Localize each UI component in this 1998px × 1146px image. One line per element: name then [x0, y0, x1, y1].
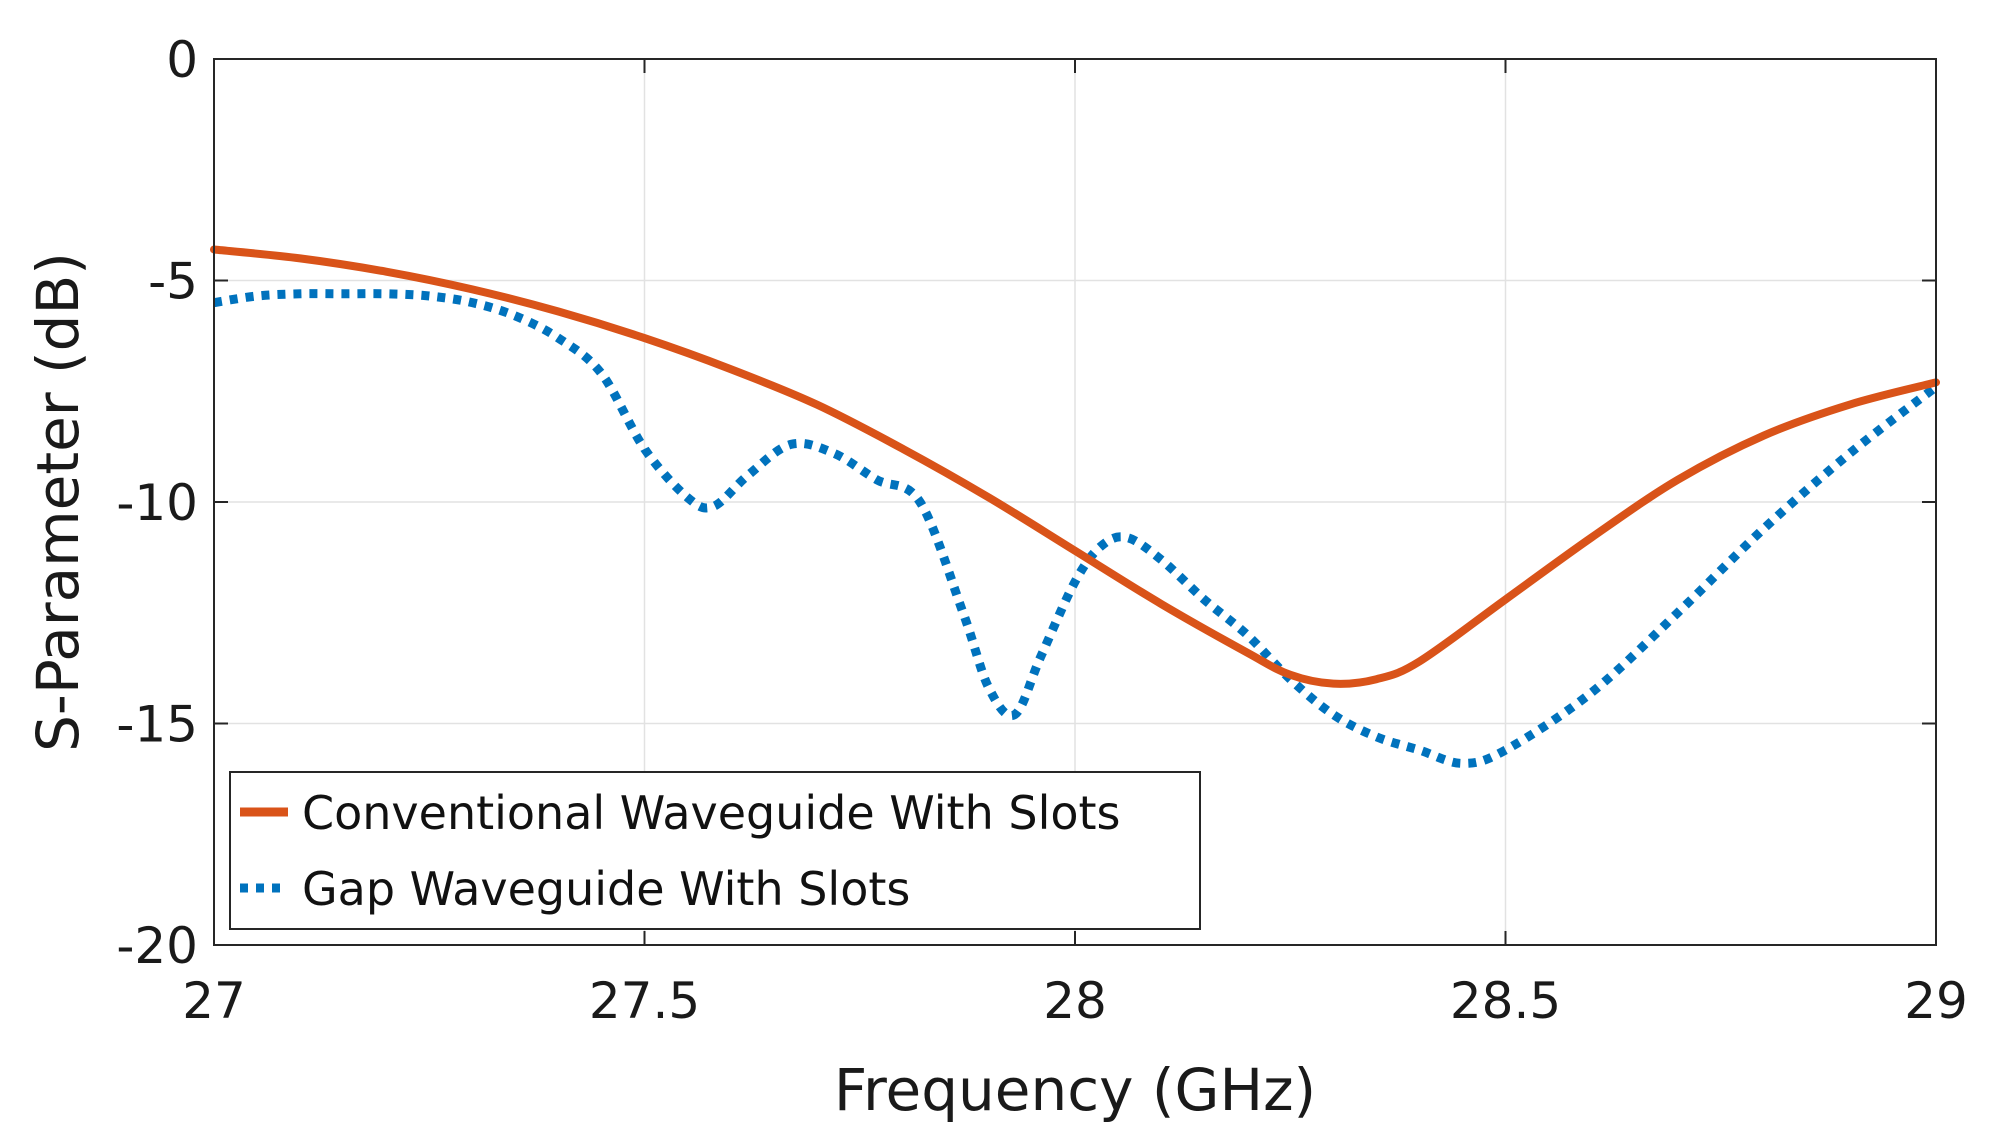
x-tick-label: 28.5	[1450, 972, 1561, 1030]
y-tick-label: -5	[148, 253, 198, 311]
legend: Conventional Waveguide With Slots Gap Wa…	[229, 771, 1201, 930]
axis-ticks: 27 27.5 28 28.5 29 0 -5 -10 -15 -20	[116, 31, 1967, 1030]
legend-label-gap: Gap Waveguide With Slots	[302, 862, 910, 916]
y-tick-label: 0	[166, 31, 198, 89]
x-tick-label: 27.5	[589, 972, 700, 1030]
y-tick-label: -10	[116, 474, 198, 532]
y-axis-title: S-Parameter (dB)	[24, 252, 92, 752]
x-tick-label: 27	[182, 972, 246, 1030]
series-gap-waveguide	[213, 289, 1939, 768]
series-conventional-waveguide	[210, 245, 1940, 688]
y-tick-label: -15	[116, 696, 198, 754]
series-layer	[210, 245, 1940, 768]
legend-box	[229, 771, 1201, 930]
x-tick-label: 29	[1904, 972, 1968, 1030]
legend-label-conventional: Conventional Waveguide With Slots	[302, 786, 1121, 840]
x-axis-title: Frequency (GHz)	[834, 1056, 1316, 1124]
x-tick-label: 28	[1043, 972, 1107, 1030]
y-tick-label: -20	[116, 917, 198, 975]
